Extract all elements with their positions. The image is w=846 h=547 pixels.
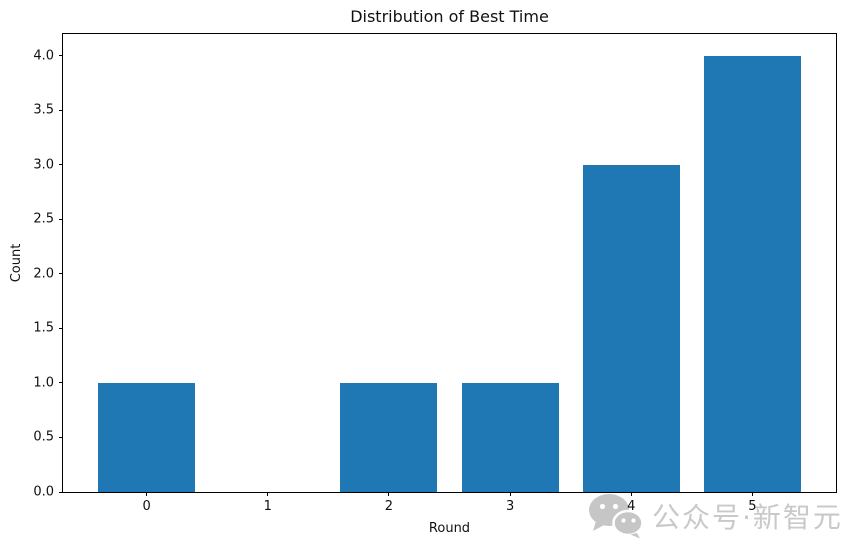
y-tick-mark: [59, 55, 63, 57]
x-axis-label: Round: [428, 521, 471, 536]
x-tick-mark: [146, 492, 148, 496]
y-tick-label: 0.0: [33, 484, 54, 500]
bar-round-5: [703, 55, 801, 492]
x-tick-label: 0: [142, 499, 151, 514]
bar-round-0: [98, 382, 196, 492]
x-tick-label: 3: [505, 499, 515, 514]
x-tick-mark: [630, 492, 632, 496]
y-tick-label: 2.0: [33, 266, 54, 282]
x-tick-mark: [751, 492, 753, 496]
y-tick-label: 3.5: [33, 102, 54, 118]
watermark-text: 公众号·新智元: [652, 501, 843, 534]
y-tick-mark: [59, 491, 63, 493]
y-tick-label: 0.5: [33, 429, 54, 445]
watermark: 公众号·新智元: [586, 493, 843, 543]
y-tick-label: 1.5: [33, 320, 54, 336]
y-tick-label: 2.5: [33, 211, 54, 227]
y-tick-label: 4.0: [33, 48, 54, 64]
x-tick-mark: [267, 492, 269, 496]
y-tick-mark: [59, 273, 63, 275]
y-tick-label: 1.0: [33, 375, 54, 391]
y-axis-label: Count: [9, 243, 24, 283]
y-tick-mark: [59, 218, 63, 220]
x-tick-label: 2: [384, 499, 394, 514]
x-tick-label: 1: [263, 499, 272, 514]
y-tick-mark: [59, 327, 63, 329]
x-tick-label: 5: [748, 499, 757, 514]
y-tick-mark: [59, 109, 63, 111]
plot-area: 0 1 2 3 4 5 0.0 0.5 1.0 1.5 2.0 2.5 3.0 3.5 4.0: [33, 33, 837, 514]
y-tick-label: 3.0: [33, 157, 54, 173]
y-tick-mark: [59, 164, 63, 166]
bar-round-3: [461, 382, 559, 492]
bar-round-2: [340, 382, 438, 492]
x-tick-mark: [509, 492, 511, 496]
y-tick-mark: [59, 436, 63, 438]
x-tick-mark: [388, 492, 390, 496]
chart-title: Distribution of Best Time: [350, 7, 549, 26]
x-tick-label: 4: [627, 499, 636, 514]
y-tick-mark: [59, 382, 63, 384]
wechat-icon: [586, 493, 644, 543]
bar-round-4: [582, 164, 680, 492]
